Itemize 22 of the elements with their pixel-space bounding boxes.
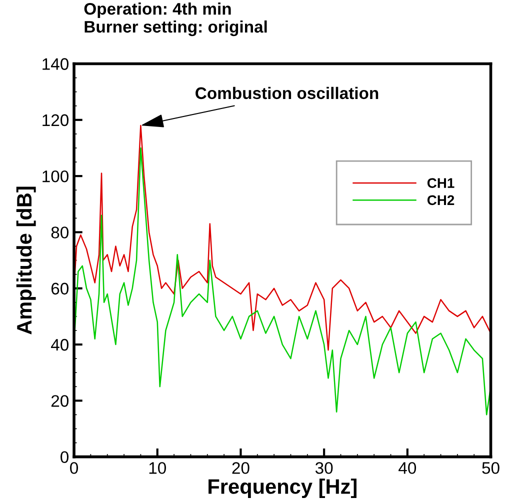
y-tick-label: 40 bbox=[51, 338, 69, 351]
y-tick-label: 60 bbox=[51, 282, 69, 295]
line-series bbox=[74, 124, 491, 351]
legend-label: CH1 bbox=[427, 178, 454, 188]
y-axis-title: Amplitude [dB] bbox=[16, 186, 36, 334]
y-tick-label: 140 bbox=[42, 58, 69, 70]
legend-label: CH2 bbox=[427, 195, 454, 206]
line-series bbox=[74, 147, 491, 416]
y-tick-label: 0 bbox=[60, 451, 69, 464]
chart-title: Operation: 4th min Burner setting: original bbox=[84, 2, 267, 36]
y-tick-label: 20 bbox=[51, 395, 69, 407]
y-tick-label: 100 bbox=[42, 170, 69, 182]
y-tick-label: 120 bbox=[42, 114, 69, 126]
x-tick-label: 0 bbox=[70, 462, 78, 474]
x-tick-label: 20 bbox=[232, 462, 250, 474]
x-tick-label: 30 bbox=[315, 462, 333, 474]
y-tick-label: 80 bbox=[51, 226, 69, 238]
x-tick-label: 10 bbox=[149, 462, 166, 474]
x-tick-label: 50 bbox=[482, 462, 500, 474]
x-axis-title: Frequency [Hz] bbox=[208, 478, 356, 498]
annotation: Combustion oscillation bbox=[196, 86, 378, 100]
x-tick-label: 40 bbox=[398, 462, 416, 474]
